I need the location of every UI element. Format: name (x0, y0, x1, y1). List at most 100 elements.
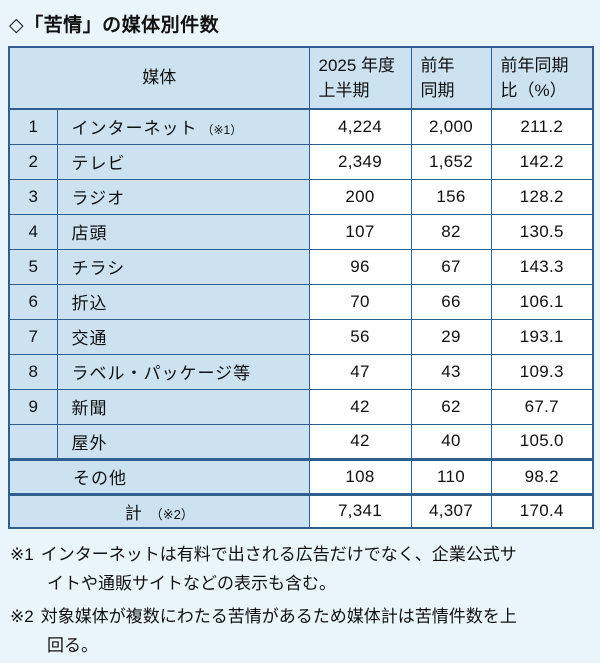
table-row: 6 折込 70 66 106.1 (8, 283, 594, 320)
current-value-cell: 107 (308, 213, 412, 250)
previous-value-cell: 66 (410, 283, 492, 320)
ratio-value-cell: 67.7 (490, 388, 594, 425)
media-label: 新聞 (71, 399, 108, 418)
header-row: 媒体 2025 年度 上半期 前年 同期 前年同期 比（%） (8, 46, 594, 110)
ratio-value-cell: 142.2 (490, 143, 594, 180)
media-label: 屋外 (71, 433, 108, 453)
previous-value-cell: 2,000 (410, 108, 492, 145)
table-row: 1 インターネット （※1） 4,224 2,000 211.2 (8, 108, 594, 145)
footnotes: ※1 インターネットは有料で出される広告だけでなく、企業公式サイトや通販サイトなど… (10, 541, 592, 660)
header-current-period: 2025 年度 上半期 (308, 46, 412, 110)
footnote-1-marker: ※1 (10, 545, 34, 564)
header-yoy-ratio: 前年同期 比（%） (490, 46, 594, 110)
header-current-line1: 2025 年度 (318, 55, 396, 75)
media-cell: インターネット （※1） (56, 108, 310, 145)
ratio-value-cell: 98.2 (490, 457, 594, 495)
rank-cell: 1 (8, 108, 58, 145)
previous-value-cell: 156 (410, 178, 492, 215)
media-label: インターネット (71, 119, 198, 139)
media-note: （※1） (201, 123, 243, 138)
current-value-cell: 56 (308, 318, 412, 355)
media-cell: チラシ (56, 248, 310, 285)
total-label-cell: 計 （※2） (8, 492, 310, 529)
media-cell: ラジオ (56, 178, 310, 215)
media-cell: 屋外 (56, 423, 310, 460)
media-label: テレビ (71, 154, 126, 173)
current-value-cell: 70 (308, 283, 412, 320)
media-label: 店頭 (71, 224, 108, 243)
ratio-value-cell: 109.3 (490, 353, 594, 390)
footnote-1: ※1 インターネットは有料で出される広告だけでなく、企業公式サイトや通販サイトなど… (10, 541, 522, 598)
media-cell: ラベル・パッケージ等 (56, 353, 310, 390)
media-label: 交通 (71, 329, 108, 348)
previous-value-cell: 29 (410, 318, 492, 355)
ratio-value-cell: 106.1 (490, 283, 594, 320)
ratio-value-cell: 143.3 (490, 248, 594, 285)
table-row: 8 ラベル・パッケージ等 47 43 109.3 (8, 353, 594, 390)
previous-value-cell: 43 (410, 353, 492, 390)
header-media-label: 媒体 (142, 68, 177, 88)
rank-cell: 6 (8, 283, 58, 320)
header-prev-line1: 前年 (420, 55, 455, 75)
current-value-cell: 47 (308, 353, 412, 390)
footnote-2: ※2 対象媒体が複数にわたる苦情があるため媒体計は苦情件数を上回る。 (10, 603, 522, 660)
media-label: ラベル・パッケージ等 (71, 364, 252, 383)
rank-cell: 5 (8, 248, 58, 285)
previous-value-cell: 82 (410, 213, 492, 250)
media-cell: 交通 (56, 318, 310, 355)
rank-cell: 9 (8, 388, 58, 425)
media-label: その他 (73, 469, 127, 488)
header-previous-period: 前年 同期 (410, 46, 492, 110)
total-previous-cell: 4,307 (410, 492, 492, 529)
previous-value-cell: 1,652 (410, 143, 492, 180)
table-row: 5 チラシ 96 67 143.3 (8, 248, 594, 285)
media-cell: 店頭 (56, 213, 310, 250)
total-label: 計 (124, 503, 143, 523)
header-ratio-line2: 比（%） (500, 81, 567, 100)
header-ratio-line1: 前年同期 (500, 55, 569, 75)
ratio-value-cell: 130.5 (490, 213, 594, 250)
previous-value-cell: 110 (410, 457, 492, 495)
current-value-cell: 42 (308, 388, 412, 425)
current-value-cell: 96 (308, 248, 412, 285)
current-value-cell: 108 (308, 457, 412, 495)
media-cell: テレビ (56, 143, 310, 180)
header-current-line2: 上半期 (318, 81, 370, 100)
table-row: 3 ラジオ 200 156 128.2 (8, 178, 594, 215)
ratio-value-cell: 211.2 (490, 108, 594, 145)
table-row-other: その他 108 110 98.2 (8, 457, 594, 495)
page-title: ◇「苦情」の媒体別件数 (9, 15, 220, 36)
table-body: 1 インターネット （※1） 4,224 2,000 211.2 2 テレビ 2,… (8, 108, 594, 529)
ratio-value-cell: 128.2 (490, 178, 594, 215)
media-label: 折込 (71, 294, 108, 313)
ratio-value-cell: 193.1 (490, 318, 594, 355)
total-note: （※2） (149, 506, 194, 522)
complaints-by-media-table: 媒体 2025 年度 上半期 前年 同期 前年同期 比（%） 1 インタ (8, 46, 594, 529)
rank-cell: 2 (8, 143, 58, 180)
footnote-2-marker: ※2 (10, 607, 34, 627)
page: ◇「苦情」の媒体別件数 媒体 2025 年度 上半期 前年 同期 (8, 10, 594, 660)
media-label: ラジオ (71, 189, 126, 208)
table-row: 2 テレビ 2,349 1,652 142.2 (8, 143, 594, 180)
rank-cell: 3 (8, 178, 58, 215)
rank-cell: 8 (8, 353, 58, 390)
table-head: 媒体 2025 年度 上半期 前年 同期 前年同期 比（%） (8, 46, 594, 110)
rank-cell: 7 (8, 318, 58, 355)
total-ratio-cell: 170.4 (490, 492, 594, 529)
footnote-2-text: 対象媒体が複数にわたる苦情があるため媒体計は苦情件数を上回る。 (40, 607, 517, 655)
current-value-cell: 4,224 (308, 108, 412, 145)
table-row: 7 交通 56 29 193.1 (8, 318, 594, 355)
rank-cell (8, 423, 58, 460)
ratio-value-cell: 105.0 (490, 423, 594, 460)
media-cell: その他 (8, 457, 310, 495)
table-row: 屋外 42 40 105.0 (8, 423, 594, 460)
previous-value-cell: 62 (410, 388, 492, 425)
header-media: 媒体 (8, 46, 310, 110)
total-current-cell: 7,341 (308, 492, 412, 529)
current-value-cell: 42 (308, 423, 412, 460)
media-cell: 折込 (56, 283, 310, 320)
previous-value-cell: 67 (410, 248, 492, 285)
media-label: チラシ (71, 259, 126, 278)
table-total-row: 計 （※2） 7,341 4,307 170.4 (8, 492, 594, 529)
table-row: 9 新聞 42 62 67.7 (8, 388, 594, 425)
